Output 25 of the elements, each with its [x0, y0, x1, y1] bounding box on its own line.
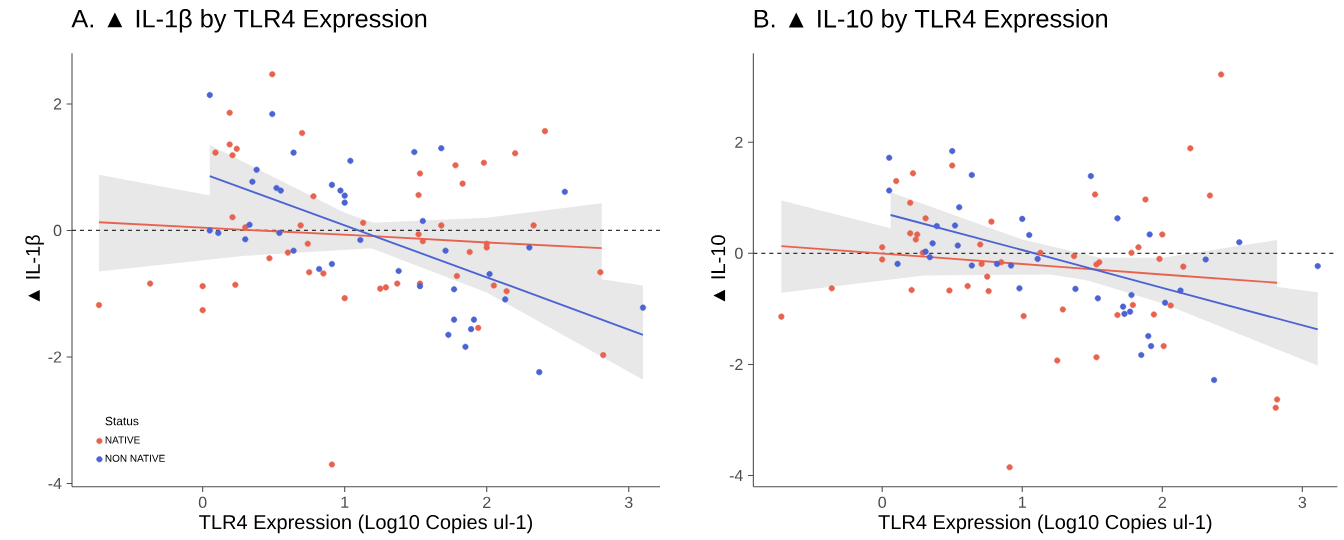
y-axis-title: ▲ IL-1β [25, 235, 44, 302]
x-tick-label: 0 [198, 496, 207, 509]
x-tick-label: 0 [878, 496, 887, 509]
x-axis-title: TLR4 Expression (Log10 Copies ul-1) [199, 514, 532, 534]
y-tick-label: 0 [53, 224, 62, 237]
x-tick-label: 2 [483, 496, 491, 508]
x-tick-label: 3 [1298, 496, 1307, 509]
chart-title: B. ▲ IL-10 by TLR4 Expression [754, 9, 1108, 33]
x-tick-label: 2 [1158, 496, 1166, 508]
x-tick-label: 1 [341, 496, 349, 508]
y-tick-label: 0 [735, 247, 743, 259]
legend-label: NATIVE [105, 436, 140, 444]
x-tick-label: 1 [1019, 496, 1026, 508]
chart-title: A. ▲ IL-1β by TLR4 Expression [71, 9, 427, 33]
y-tick-label: -2 [729, 358, 743, 371]
y-tick-label: -4 [729, 470, 743, 482]
y-tick-label: -4 [48, 478, 62, 490]
legend-title: Status [105, 416, 139, 426]
y-tick-label: 2 [53, 98, 62, 110]
y-axis-title: ▲ IL-10 [711, 235, 726, 302]
y-tick-label: 2 [735, 136, 743, 148]
y-tick-label: -2 [48, 351, 62, 363]
x-axis-title: TLR4 Expression (Log10 Copies ul-1) [878, 514, 1212, 534]
x-tick-label: 3 [624, 496, 633, 509]
legend-label: NON NATIVE [105, 454, 165, 462]
